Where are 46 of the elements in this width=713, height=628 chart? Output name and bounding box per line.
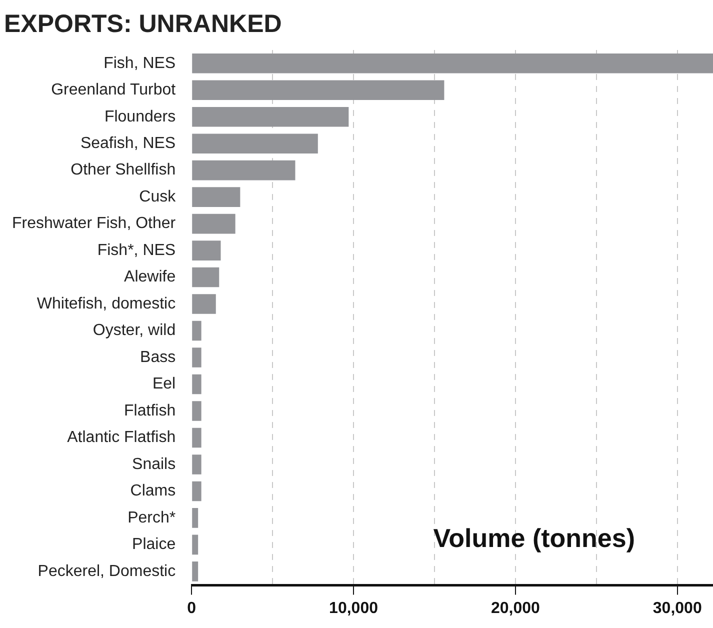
bar [192,508,198,528]
y-tick-label: Freshwater Fish, Other [12,215,176,232]
y-tick-label: Plaice [132,536,176,554]
bar [192,294,216,314]
chart-title: EXPORTS: UNRANKED [4,10,282,38]
bar [192,454,202,474]
bar [192,134,318,154]
y-tick-label: Oyster, wild [92,322,176,340]
y-tick-label: Bass [140,348,176,366]
y-tick-label: Other Shellfish [70,162,176,179]
y-tick-label: Clams [130,482,176,500]
x-tick-label: 20,000 [490,600,540,617]
bar [192,374,202,394]
bar [192,187,240,207]
bar [192,267,220,288]
y-tick-label: Alewife [124,268,176,286]
y-tick-label: Whitefish, domestic [36,295,176,312]
bar [192,534,198,555]
x-axis-title: Volume (tonnes) [433,522,635,553]
y-tick-label: Perch* [128,509,176,526]
y-tick-label: Seafish, NES [80,134,176,152]
bar [192,106,349,127]
bar [192,428,202,448]
y-tick-label: Greenland Turbot [51,82,176,99]
bar [192,53,713,74]
bar [192,562,198,582]
bar [192,160,296,180]
bar [192,348,202,368]
y-tick-label: Flatfish [124,402,176,420]
bar [192,214,236,234]
y-tick-label: Flounders [104,108,176,126]
y-tick-label: Atlantic Flatfish [67,429,176,446]
x-tick-label: 0 [187,600,196,617]
x-tick-label: 30,000 [652,600,702,617]
y-tick-label: Cusk [139,188,177,206]
bar [192,401,202,421]
y-tick-label: Snails [132,456,176,473]
bar [192,80,444,100]
bar [192,481,202,502]
bar [192,240,221,260]
bar [192,320,202,341]
y-tick-label: Fish*, NES [97,242,176,259]
x-tick-label: 10,000 [329,600,378,617]
y-tick-label: Fish, NES [104,54,176,72]
y-tick-label: Peckerel, Domestic [38,562,176,580]
y-tick-label: Eel [152,376,176,393]
